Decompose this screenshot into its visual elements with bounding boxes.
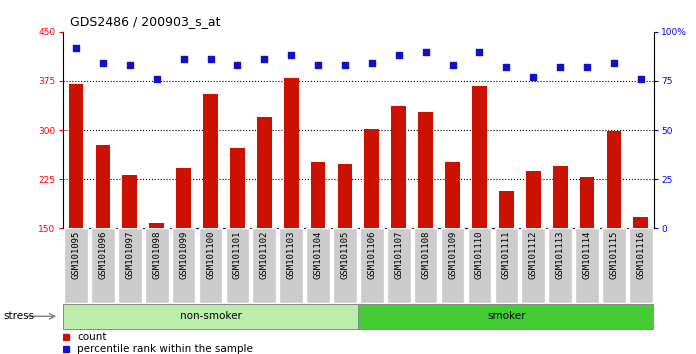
Text: GSM101095: GSM101095 xyxy=(72,230,81,279)
Point xyxy=(205,57,216,62)
Text: GSM101102: GSM101102 xyxy=(260,230,269,279)
Bar xyxy=(575,228,599,303)
Point xyxy=(393,53,404,58)
Point xyxy=(581,64,592,70)
Bar xyxy=(358,304,654,329)
Bar xyxy=(633,217,648,326)
Point xyxy=(366,61,377,66)
Point xyxy=(97,61,109,66)
Point xyxy=(259,57,270,62)
Point xyxy=(635,76,647,82)
Bar xyxy=(91,228,115,303)
Text: GSM101112: GSM101112 xyxy=(529,230,538,279)
Text: GSM101103: GSM101103 xyxy=(287,230,296,279)
Point xyxy=(285,53,296,58)
Bar xyxy=(602,228,626,303)
Bar xyxy=(279,228,303,303)
Text: GSM101107: GSM101107 xyxy=(394,230,403,279)
Text: GSM101109: GSM101109 xyxy=(448,230,457,279)
Point xyxy=(125,62,136,68)
Bar xyxy=(387,228,411,303)
Bar xyxy=(580,177,594,326)
Bar xyxy=(64,228,88,303)
Bar xyxy=(63,304,358,329)
Bar xyxy=(391,106,406,326)
Bar xyxy=(284,78,299,326)
Text: GDS2486 / 200903_s_at: GDS2486 / 200903_s_at xyxy=(70,15,220,28)
Text: GSM101097: GSM101097 xyxy=(125,230,134,279)
Bar xyxy=(553,166,567,326)
Bar xyxy=(118,228,142,303)
Point xyxy=(70,45,81,50)
Point xyxy=(447,62,458,68)
Point xyxy=(608,61,619,66)
Bar xyxy=(521,228,545,303)
Bar xyxy=(95,144,111,326)
Bar xyxy=(360,228,383,303)
Point xyxy=(501,64,512,70)
Text: GSM101108: GSM101108 xyxy=(421,230,430,279)
Bar xyxy=(494,228,518,303)
Text: GSM101114: GSM101114 xyxy=(583,230,592,279)
Bar xyxy=(468,228,491,303)
Text: GSM101100: GSM101100 xyxy=(206,230,215,279)
Text: non-smoker: non-smoker xyxy=(180,311,242,321)
Bar xyxy=(365,129,379,326)
Text: GSM101105: GSM101105 xyxy=(340,230,349,279)
Bar xyxy=(257,117,271,326)
Text: GSM101110: GSM101110 xyxy=(475,230,484,279)
Text: percentile rank within the sample: percentile rank within the sample xyxy=(77,344,253,354)
Bar xyxy=(226,228,249,303)
Bar xyxy=(472,86,487,326)
Text: GSM101098: GSM101098 xyxy=(152,230,161,279)
Text: GSM101113: GSM101113 xyxy=(555,230,564,279)
Bar xyxy=(418,112,433,326)
Bar xyxy=(441,228,464,303)
Text: GSM101104: GSM101104 xyxy=(314,230,323,279)
Bar xyxy=(526,171,541,326)
Point xyxy=(474,48,485,54)
Text: stress: stress xyxy=(3,311,35,321)
Text: GSM101101: GSM101101 xyxy=(233,230,242,279)
Bar xyxy=(306,228,330,303)
Point xyxy=(151,76,162,82)
Bar xyxy=(606,131,622,326)
Text: GSM101099: GSM101099 xyxy=(179,230,188,279)
Bar xyxy=(445,161,460,326)
Bar xyxy=(499,191,514,326)
Bar xyxy=(548,228,572,303)
Bar xyxy=(69,84,84,326)
Bar xyxy=(150,223,164,326)
Point xyxy=(555,64,566,70)
Point xyxy=(178,57,189,62)
Point xyxy=(420,48,432,54)
Point xyxy=(313,62,324,68)
Bar xyxy=(310,161,326,326)
Text: count: count xyxy=(77,332,107,342)
Text: GSM101116: GSM101116 xyxy=(636,230,645,279)
Bar xyxy=(333,228,357,303)
Point xyxy=(528,74,539,80)
Point xyxy=(232,62,243,68)
Bar xyxy=(338,164,352,326)
Text: GSM101106: GSM101106 xyxy=(367,230,377,279)
Bar xyxy=(203,94,218,326)
Text: GSM101111: GSM101111 xyxy=(502,230,511,279)
Text: GSM101096: GSM101096 xyxy=(98,230,107,279)
Bar xyxy=(414,228,438,303)
Bar xyxy=(122,175,137,326)
Bar xyxy=(145,228,168,303)
Bar xyxy=(629,228,653,303)
Bar xyxy=(176,168,191,326)
Text: GSM101115: GSM101115 xyxy=(610,230,619,279)
Bar xyxy=(230,148,245,326)
Point xyxy=(340,62,351,68)
Bar xyxy=(172,228,196,303)
Bar xyxy=(253,228,276,303)
Text: smoker: smoker xyxy=(487,311,525,321)
Bar xyxy=(199,228,223,303)
